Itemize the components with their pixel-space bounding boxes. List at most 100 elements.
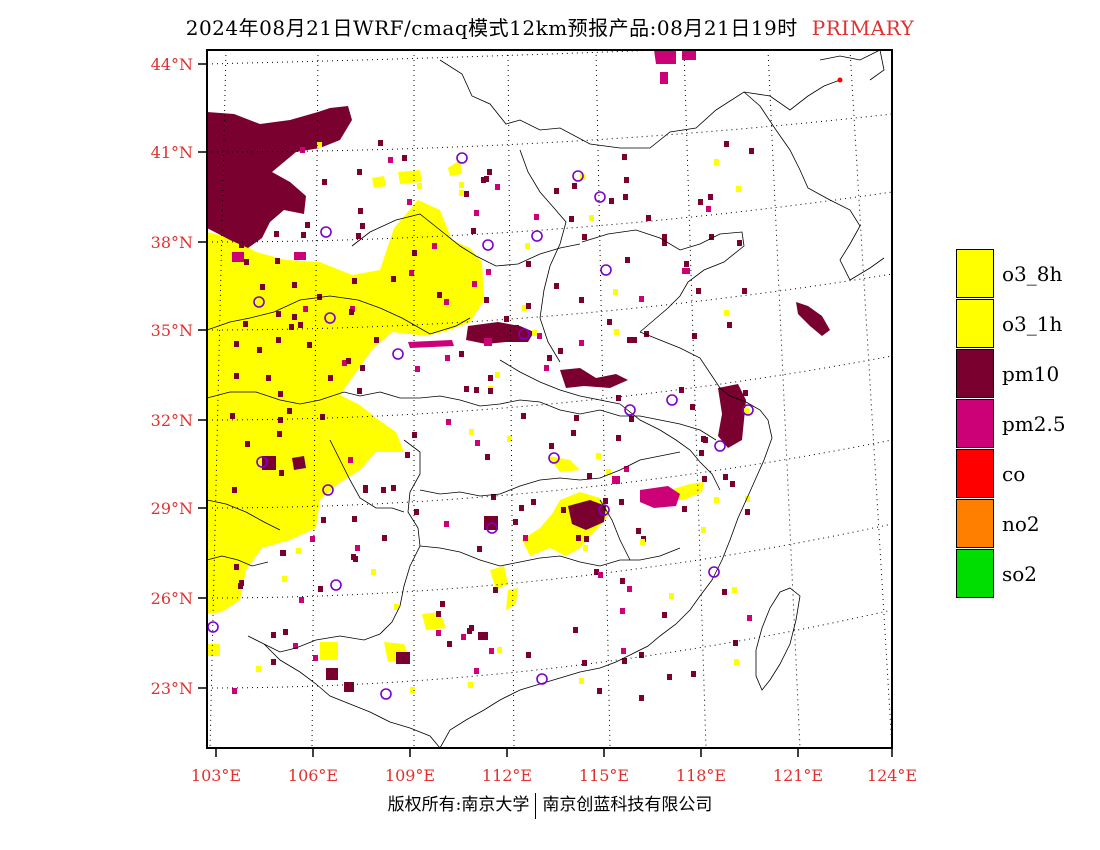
city-marker <box>380 688 392 700</box>
legend-item-o3-8h: o3_8h <box>956 249 1100 299</box>
city-marker <box>518 328 530 340</box>
legend-swatch <box>956 399 994 448</box>
grid-cell <box>407 199 412 205</box>
grid-cell <box>412 250 417 256</box>
axis-ticks <box>198 63 893 757</box>
grid-cell <box>278 391 283 397</box>
grid-cell <box>579 297 584 303</box>
grid-cell <box>640 539 645 545</box>
grid-cell <box>360 314 365 320</box>
grid-cell <box>446 419 451 425</box>
grid-cell <box>260 284 265 290</box>
grid-cell <box>576 535 581 541</box>
grid-cell <box>388 157 393 163</box>
grid-cell <box>579 678 584 684</box>
grid-cell <box>662 234 667 240</box>
grid-cell <box>691 671 696 677</box>
grid-cell <box>357 169 362 175</box>
grid-cell <box>531 499 536 505</box>
lat-label-23n: 23°N <box>150 679 193 698</box>
grid-cell <box>445 355 450 361</box>
grid-cell <box>573 627 578 633</box>
legend-label: co <box>1002 462 1026 486</box>
grid-cell <box>709 234 714 240</box>
grid-cell <box>594 569 599 575</box>
pm10-region-northwest <box>207 106 352 248</box>
legend-label: o3_8h <box>1002 262 1063 286</box>
legend-swatch <box>956 299 994 348</box>
grid-cell <box>256 666 261 672</box>
grid-cell <box>349 309 354 315</box>
grid-cell <box>417 183 422 189</box>
grid-cell <box>415 366 420 372</box>
grid-cell <box>348 457 353 463</box>
grid-cell <box>623 194 628 200</box>
grid-cell <box>318 586 323 592</box>
grid-cell <box>232 267 237 273</box>
grid-cell <box>351 554 356 560</box>
grid-cell <box>572 183 577 189</box>
pm10-cluster-mid <box>560 368 628 388</box>
grid-cell <box>587 473 592 479</box>
grid-cell <box>394 604 399 610</box>
grid-cell <box>409 270 414 276</box>
grid-cell <box>620 578 625 584</box>
grid-cell <box>532 330 537 336</box>
grid-cell <box>627 586 632 592</box>
city-marker <box>714 440 726 452</box>
legend-swatch <box>956 499 994 548</box>
grid-cell <box>534 214 539 220</box>
grid-cell <box>320 414 325 420</box>
grid-cell <box>303 306 308 312</box>
grid-cell <box>554 188 559 194</box>
grid-cell <box>464 386 469 392</box>
legend-item-no2: no2 <box>956 499 1100 549</box>
grid-cell <box>554 283 559 289</box>
grid-cell <box>582 660 587 666</box>
grid-cell <box>574 415 579 421</box>
city-marker <box>324 312 336 324</box>
grid-cell <box>488 375 493 381</box>
grid-cell <box>569 216 574 222</box>
grid-cell <box>489 648 494 654</box>
grid-cell <box>276 311 281 317</box>
grid-cell <box>729 388 734 394</box>
grid-cell <box>304 352 309 358</box>
grid-cell <box>301 232 306 238</box>
grid-cell <box>526 261 531 267</box>
grid-cell <box>621 648 626 654</box>
grid-cell <box>245 441 250 447</box>
grid-cell <box>519 505 524 511</box>
grid-cell <box>727 322 732 328</box>
grid-cell <box>504 316 509 322</box>
grid-cell <box>232 688 237 694</box>
grid-cell <box>679 387 684 393</box>
grid-cell <box>729 428 734 434</box>
grid-cell <box>321 517 326 523</box>
grid-cell <box>282 576 287 582</box>
red-dot-marker <box>837 77 843 83</box>
grid-cell <box>363 487 368 493</box>
lat-label-32n: 32°N <box>150 411 193 430</box>
grid-cell <box>730 481 735 487</box>
grid-cell <box>481 177 486 183</box>
grid-cell <box>745 509 750 515</box>
grid-cell <box>583 545 588 551</box>
grid-cell <box>644 331 649 337</box>
grid-cell <box>699 450 704 456</box>
grid-cell <box>603 498 608 504</box>
city-marker <box>486 522 498 534</box>
map-content <box>207 50 892 748</box>
scatter-cells <box>230 140 754 701</box>
city-marker <box>536 673 548 685</box>
grid-cell <box>722 589 727 595</box>
pm10-band-central <box>466 322 534 344</box>
grid-cell <box>360 365 365 371</box>
grid-cell <box>732 587 737 593</box>
grid-cell <box>616 435 621 441</box>
grid-cell <box>432 243 437 249</box>
city-marker <box>456 152 468 164</box>
grid-cell <box>708 194 713 200</box>
city-marker <box>392 348 404 360</box>
grid-cell <box>507 436 512 442</box>
